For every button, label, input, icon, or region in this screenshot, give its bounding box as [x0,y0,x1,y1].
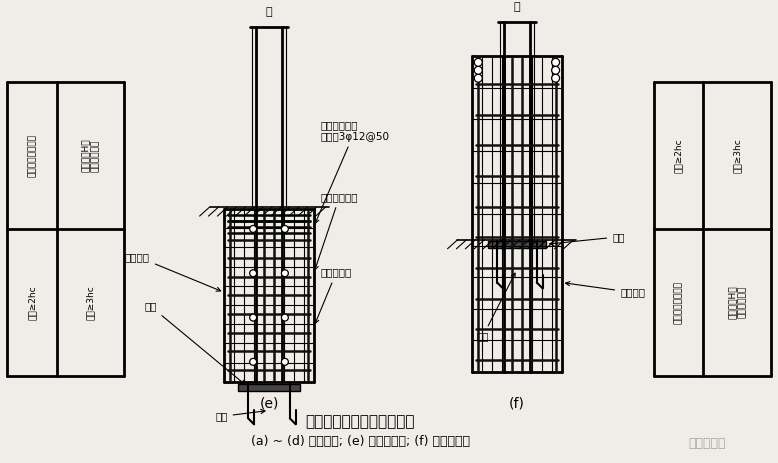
Text: 底板: 底板 [550,232,625,245]
Text: 垂直纵向主筋: 垂直纵向主筋 [314,192,358,270]
Text: (a) ~ (d) 外露柱脚; (e) 埋入式柱脚; (f) 外包式柱脚: (a) ~ (d) 外露柱脚; (e) 埋入式柱脚; (f) 外包式柱脚 [251,435,470,448]
Circle shape [552,66,559,74]
Text: 埋深≥3hc: 埋深≥3hc [86,285,95,320]
Text: (e): (e) [259,396,279,411]
Circle shape [282,270,289,277]
Text: 钢结构设计: 钢结构设计 [689,437,726,450]
Text: 埋深≥2hc: 埋深≥2hc [674,138,683,173]
Text: 顶部加强箍筋
不少于3φ12@50: 顶部加强箍筋 不少于3φ12@50 [315,120,390,223]
Circle shape [282,358,289,365]
Text: 柱: 柱 [266,7,272,17]
Circle shape [282,314,289,321]
Text: 柱: 柱 [513,2,520,12]
Circle shape [552,74,559,82]
Text: 圆柱头栓钉: 圆柱头栓钉 [315,268,352,324]
Text: 用于轻型工字形柱: 用于轻型工字形柱 [674,281,683,324]
Text: 用于轻型工字形柱: 用于轻型工字形柱 [27,134,37,177]
Circle shape [475,58,482,66]
Circle shape [475,66,482,74]
Text: 一般箍筋: 一般箍筋 [125,252,221,291]
Circle shape [250,358,257,365]
Circle shape [475,74,482,82]
Circle shape [250,314,257,321]
Text: 埋深≥3hc: 埋深≥3hc [733,138,741,173]
Bar [488,241,545,248]
Text: 一般箍筋: 一般箍筋 [566,282,645,297]
Text: 埋深≥2hc: 埋深≥2hc [27,285,37,319]
Circle shape [250,270,257,277]
Circle shape [552,58,559,66]
Text: 锚栓: 锚栓 [216,409,265,421]
Text: 用于大型H型
钢柱和箱形柱: 用于大型H型 钢柱和箱形柱 [81,139,100,172]
Text: (f): (f) [509,396,525,411]
Text: 用于大型H型
钢柱和箱形柱: 用于大型H型 钢柱和箱形柱 [727,286,747,319]
Circle shape [250,225,257,232]
Text: 底板: 底板 [145,301,245,385]
Text: 工程中的刚性固定柱脚示例: 工程中的刚性固定柱脚示例 [306,414,415,429]
Circle shape [282,225,289,232]
Text: 锚栓: 锚栓 [477,273,515,341]
Bar [238,384,300,391]
